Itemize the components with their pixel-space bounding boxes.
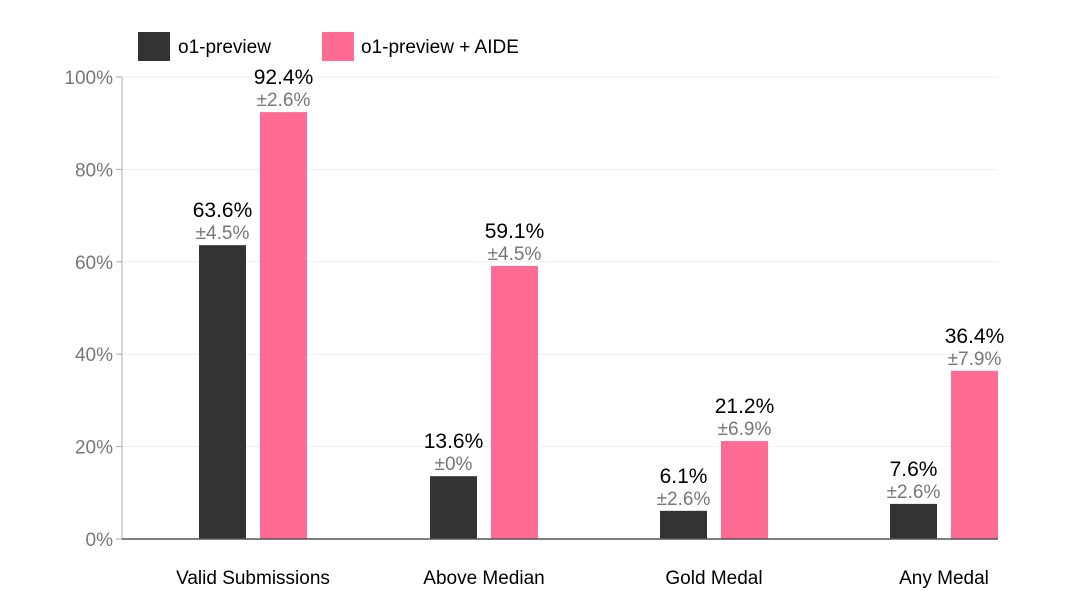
bar-o1-preview-1 <box>430 476 477 539</box>
bars: 63.6%±4.5%92.4%±2.6%13.6%±0%59.1%±4.5%6.… <box>193 66 1005 539</box>
y-tick-label: 100% <box>64 68 113 89</box>
bar-o1-preview-3 <box>890 503 937 539</box>
bar-o1-preview-aide-3 <box>951 370 998 539</box>
y-tick-label: 20% <box>75 438 113 459</box>
bar-o1-preview-0 <box>199 245 246 539</box>
x-category-label: Any Medal <box>899 568 989 589</box>
data-label: 6.1% <box>660 465 708 488</box>
legend-label-o1-preview-aide: o1-preview + AIDE <box>361 37 519 58</box>
bar-o1-preview-aide-1 <box>491 265 538 539</box>
error-label: ±2.6% <box>887 482 941 503</box>
data-label: 36.4% <box>945 325 1005 348</box>
error-label: ±4.5% <box>196 223 250 244</box>
legend: o1-preview o1-preview + AIDE <box>138 32 519 61</box>
error-label: ±7.9% <box>948 349 1002 370</box>
bar-o1-preview-aide-2 <box>721 441 768 539</box>
error-label: ±0% <box>435 454 473 475</box>
y-tick-label: 40% <box>75 345 113 366</box>
legend-label-o1-preview: o1-preview <box>178 37 271 58</box>
bar-o1-preview-2 <box>660 510 707 539</box>
data-label: 63.6% <box>193 199 253 222</box>
gridlines <box>122 76 998 448</box>
data-label: 92.4% <box>254 66 314 89</box>
x-category-label: Above Median <box>423 568 544 589</box>
x-category-label: Gold Medal <box>665 568 762 589</box>
data-label: 13.6% <box>424 430 484 453</box>
error-label: ±6.9% <box>718 419 772 440</box>
legend-swatch-o1-preview <box>138 32 170 61</box>
y-tick-label: 0% <box>86 530 114 551</box>
legend-swatch-o1-preview-aide <box>322 32 354 61</box>
y-tick-label: 60% <box>75 253 113 274</box>
x-category-label: Valid Submissions <box>176 568 330 589</box>
data-label: 59.1% <box>485 220 545 243</box>
bar-o1-preview-aide-0 <box>260 112 307 539</box>
data-label: 21.2% <box>715 395 775 418</box>
data-label: 7.6% <box>890 458 938 481</box>
y-axis: 0% 20% 40% 60% 80% 100% <box>64 68 123 551</box>
x-axis: Valid Submissions Above Median Gold Medal A… <box>122 538 998 589</box>
y-tick-label: 80% <box>75 160 113 181</box>
error-label: ±2.6% <box>657 489 711 510</box>
error-label: ±2.6% <box>257 90 311 111</box>
error-label: ±4.5% <box>488 244 542 265</box>
